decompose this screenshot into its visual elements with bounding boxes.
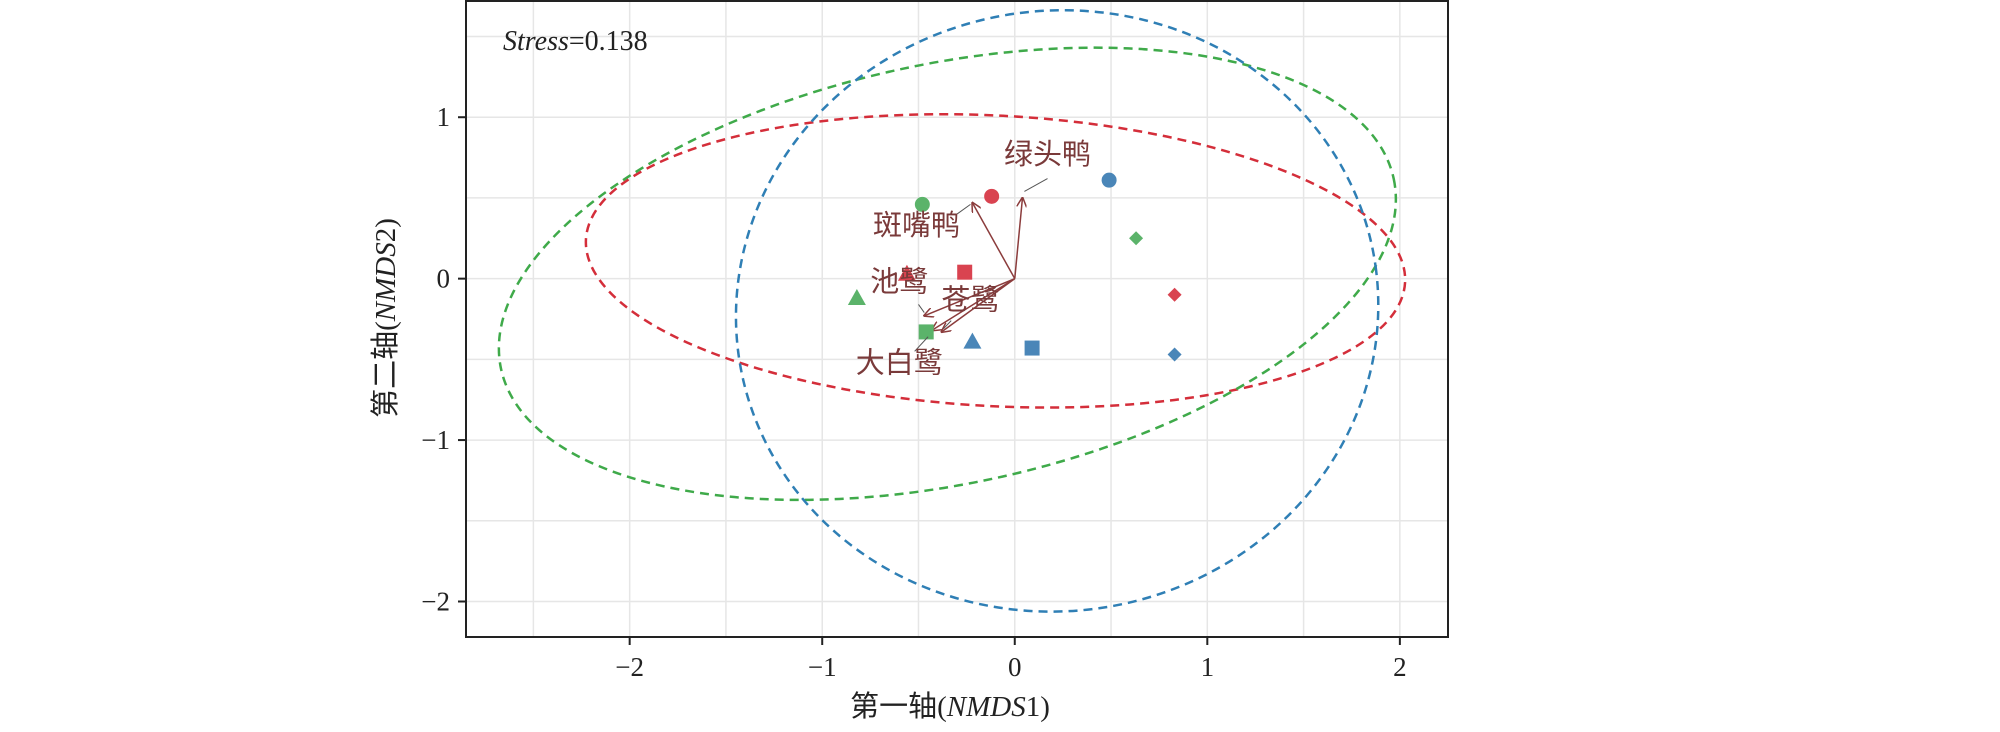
species-leader-line (956, 203, 971, 215)
scatter-point-diamond (1129, 231, 1144, 246)
confidence-ellipse (734, 9, 1380, 613)
y-tick-label: −1 (421, 425, 450, 455)
scatter-point-triangle (847, 289, 866, 306)
y-tick-label: −2 (421, 586, 450, 616)
scatter-point-circle (914, 196, 930, 212)
species-label: 大白鹭 (856, 346, 943, 379)
species-arrow (942, 278, 1016, 332)
scatter-point-diamond (1167, 287, 1182, 302)
x-axis-title-prefix: 第一轴( (850, 690, 947, 723)
x-tick-label: −1 (808, 652, 837, 682)
scatter-point-square (957, 264, 973, 280)
species-label: 苍鹭 (941, 283, 999, 316)
x-tick-label: 0 (1008, 652, 1022, 682)
species-arrow (932, 278, 1016, 331)
scatter-point-square (918, 324, 934, 340)
y-axis-title-italic: NMDS (370, 242, 402, 322)
confidence-ellipses (497, 9, 1407, 613)
y-axis-title-suffix: 2) (370, 218, 402, 242)
scatter-point-circle (1101, 172, 1117, 188)
species-arrow (924, 277, 1016, 316)
stress-label: Stress (503, 26, 569, 57)
species-leader-line (943, 320, 952, 330)
stress-value: =0.138 (569, 26, 648, 57)
species-vectors (924, 198, 1022, 332)
plot-frame (465, 0, 1449, 638)
species-label: 斑嘴鸭 (873, 209, 960, 242)
scatter-point-diamond (1167, 347, 1182, 362)
axis-ticks: −2 −1 0 1 2 −2 −1 0 1 (421, 102, 1406, 682)
x-axis-title-italic: NMDS (946, 691, 1026, 723)
species-leader-line (914, 336, 929, 352)
species-arrow (972, 203, 1016, 280)
x-axis-title-suffix: 1) (1026, 691, 1050, 723)
x-tick-label: 2 (1393, 652, 1407, 682)
y-tick-label: 0 (437, 264, 451, 294)
x-tick-label: −2 (615, 652, 644, 682)
y-axis-title: 第二轴(NMDS2) (369, 218, 402, 418)
species-leader-line (1024, 178, 1048, 192)
y-tick-label: 1 (437, 102, 451, 132)
sample-points (847, 172, 1182, 362)
x-tick-label: 1 (1201, 652, 1215, 682)
species-label: 绿头鸭 (1004, 138, 1091, 171)
scatter-point-triangle (963, 332, 982, 349)
scatter-point-triangle (897, 264, 916, 281)
y-axis-title-prefix: 第二轴( (369, 321, 402, 418)
species-label: 池鹭 (870, 266, 928, 299)
species-arrow (1014, 198, 1023, 279)
scatter-point-circle (984, 188, 1000, 204)
grid (466, 1, 1448, 637)
species-leader-line (918, 304, 925, 313)
stress-annotation: Stress=0.138 (503, 26, 648, 57)
confidence-ellipse (584, 112, 1407, 409)
scatter-point-square (1024, 340, 1040, 356)
x-axis-title: 第一轴(NMDS1) (850, 690, 1050, 723)
confidence-ellipse (497, 46, 1398, 502)
